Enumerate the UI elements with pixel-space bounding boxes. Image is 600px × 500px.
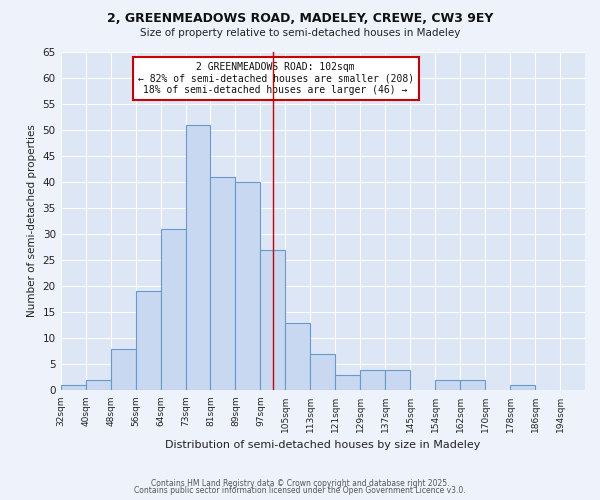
Bar [435, 380, 460, 390]
Y-axis label: Number of semi-detached properties: Number of semi-detached properties [27, 124, 37, 318]
Text: 2, GREENMEADOWS ROAD, MADELEY, CREWE, CW3 9EY: 2, GREENMEADOWS ROAD, MADELEY, CREWE, CW… [107, 12, 493, 26]
X-axis label: Distribution of semi-detached houses by size in Madeley: Distribution of semi-detached houses by … [165, 440, 481, 450]
Bar [310, 354, 335, 391]
Bar [136, 292, 161, 390]
Bar [460, 380, 485, 390]
Text: 2 GREENMEADOWS ROAD: 102sqm
← 82% of semi-detached houses are smaller (208)
18% : 2 GREENMEADOWS ROAD: 102sqm ← 82% of sem… [137, 62, 414, 95]
Bar [510, 385, 535, 390]
Bar [161, 229, 185, 390]
Bar [286, 322, 310, 390]
Bar [235, 182, 260, 390]
Text: Contains HM Land Registry data © Crown copyright and database right 2025.: Contains HM Land Registry data © Crown c… [151, 478, 449, 488]
Bar [211, 176, 235, 390]
Text: Contains public sector information licensed under the Open Government Licence v3: Contains public sector information licen… [134, 486, 466, 495]
Bar [360, 370, 385, 390]
Bar [335, 375, 360, 390]
Text: Size of property relative to semi-detached houses in Madeley: Size of property relative to semi-detach… [140, 28, 460, 38]
Bar [385, 370, 410, 390]
Bar [260, 250, 286, 390]
Bar [110, 348, 136, 391]
Bar [86, 380, 110, 390]
Bar [61, 385, 86, 390]
Bar [185, 124, 211, 390]
